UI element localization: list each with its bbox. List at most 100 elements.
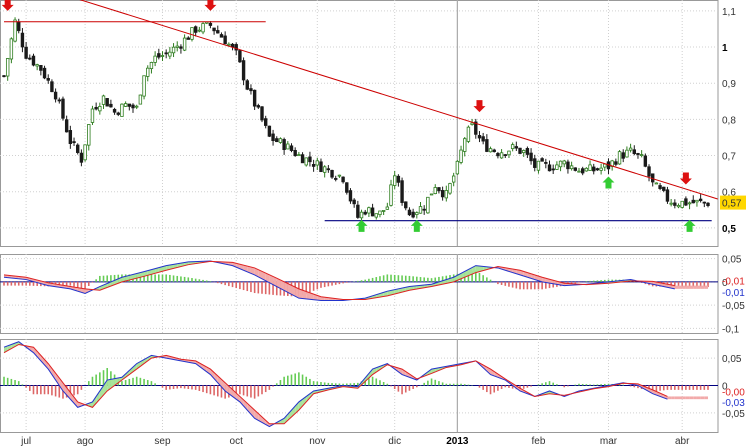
candle-body [359,211,364,219]
candle-body [374,213,378,218]
candle-body [451,175,456,183]
line-gap-fill [166,264,170,271]
candle-body [134,105,139,108]
candle-body [706,202,710,206]
candle-body [584,167,589,172]
candle-body [662,186,666,191]
macd-line [3,341,668,428]
line-gap-fill [114,377,119,386]
line-gap-fill [291,285,296,297]
candle-body [400,180,404,203]
candle-body [252,89,257,107]
y-tick-label: -0,05 [722,409,745,420]
line-gap-fill [700,285,705,289]
candle-body [510,144,515,150]
line-gap-fill [472,265,476,275]
candle-body [120,103,124,117]
candle-body [470,122,474,125]
line-gap-fill [262,271,266,281]
candle-body [46,78,50,81]
candle-body [57,99,61,102]
candle-body [352,199,356,205]
candle-body [643,155,648,167]
signal-line [3,343,668,425]
sell-signal-arrow [473,100,486,113]
candle-body [315,160,319,166]
line-gap-fill [121,373,126,381]
line-gap-fill [51,368,56,381]
y-tick-label: 0,05 [722,255,742,266]
candle-body [68,130,73,144]
candle-body [98,106,102,112]
candle-body [31,55,36,66]
candle-body [466,126,471,142]
last-price-tag [720,195,746,210]
candle-body [5,58,10,77]
candle-body [193,26,198,33]
candle-body [297,154,301,157]
line-gap-fill [273,276,277,287]
line-gap-fill [685,396,690,400]
candle-body [20,32,25,48]
buy-signal-arrow [410,219,423,232]
candle-body [345,182,349,193]
y-tick-label: -0,05 [722,301,745,312]
candle-body [334,178,338,180]
line-gap-fill [678,285,683,289]
candle-body [256,105,261,108]
candle-body [94,107,98,110]
candle-body [234,44,238,51]
x-tick-label: nov [309,436,325,447]
candle-body [13,19,17,42]
candle-body [153,55,157,63]
line-gap-fill [298,288,303,299]
candle-body [160,55,165,57]
candle-body [72,141,76,144]
candle-body [322,166,327,173]
line-gap-fill [538,276,543,282]
candle-body [278,138,283,143]
candle-body [474,121,478,135]
macd-line [3,260,675,301]
line-gap-fill [44,359,49,370]
panel-frame [0,0,719,247]
sell-signal-arrow [679,172,692,185]
panel2-oscillator [0,341,746,428]
candles [2,17,710,223]
candle-body [149,62,154,70]
y-tick-label: 0,05 [722,354,742,365]
candle-body [79,152,84,163]
candle-body [101,95,106,105]
candle-body [680,200,684,208]
candle-body [684,198,688,206]
line-gap-fill [409,286,414,291]
line-gap-fill [483,364,487,372]
line-gap-fill [435,367,439,372]
candle-body [580,168,585,174]
candle-body [138,94,143,105]
line-gap-fill [527,272,532,279]
candle-body [562,160,566,165]
candle-body [459,149,463,163]
y-tick-label: 0 [722,278,728,289]
candle-body [326,168,331,171]
line-gap-fill [391,289,395,295]
candle-body [241,60,246,81]
candle-body [558,160,563,168]
line-gap-fill [276,278,281,289]
line-gap-fill [92,396,97,408]
candle-body [687,202,692,205]
line-gap-fill [678,396,683,400]
line-gap-fill [48,363,52,375]
line-gap-fill [284,414,288,424]
candle-body [381,210,386,212]
candle-body [566,161,570,170]
line-gap-fill [125,370,130,378]
candle-body [186,37,190,40]
candle-body [514,146,519,149]
candle-body [455,160,460,175]
candle-body [569,165,574,170]
candle-body [385,206,390,210]
line-gap-fill [151,268,156,275]
line-gap-fill [280,279,285,291]
